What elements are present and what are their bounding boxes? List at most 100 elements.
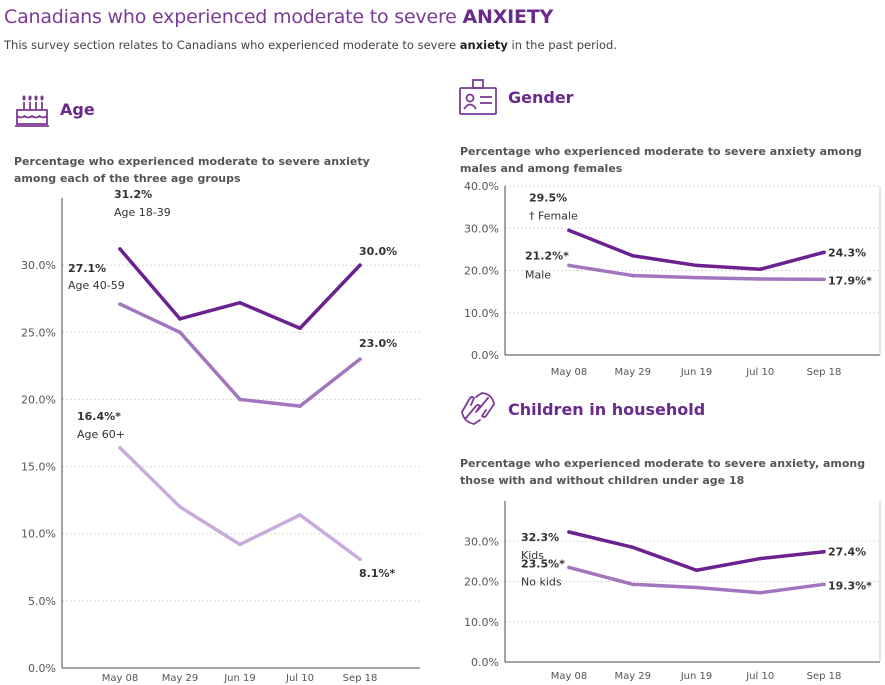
gender-section-title: Gender bbox=[508, 88, 574, 107]
data-point bbox=[631, 254, 635, 258]
birthday-cake-icon bbox=[14, 90, 50, 128]
y-tick-label: 10.0% bbox=[464, 616, 499, 629]
section-header-age: Age bbox=[14, 90, 95, 128]
x-tick-label: May 08 bbox=[551, 367, 588, 378]
id-badge-icon bbox=[458, 78, 498, 116]
data-point bbox=[758, 557, 762, 561]
page-title: Canadians who experienced moderate to se… bbox=[4, 6, 553, 28]
data-point bbox=[358, 263, 362, 267]
data-label-start: 29.5% bbox=[529, 191, 567, 204]
x-tick-label: May 29 bbox=[162, 673, 199, 684]
y-tick-label: 10.0% bbox=[21, 528, 56, 541]
children-chart-description: Percentage who experienced moderate to s… bbox=[460, 455, 870, 489]
series-line bbox=[120, 448, 360, 559]
x-tick-label: Jun 19 bbox=[680, 671, 713, 682]
series-line bbox=[120, 249, 360, 328]
gender-chart-description: Percentage who experienced moderate to s… bbox=[460, 143, 870, 177]
y-tick-label: 20.0% bbox=[464, 265, 499, 278]
x-tick-label: Jun 19 bbox=[223, 673, 256, 684]
y-tick-label: 30.0% bbox=[464, 222, 499, 235]
series-name-label: Male bbox=[525, 268, 551, 281]
x-tick-label: Sep 18 bbox=[807, 671, 842, 682]
y-tick-label: 5.0% bbox=[28, 595, 56, 608]
section-header-gender: Gender bbox=[458, 78, 574, 116]
data-point bbox=[631, 545, 635, 549]
series-name-label: Age 18-39 bbox=[114, 206, 171, 219]
data-point bbox=[695, 276, 699, 280]
subtitle-emphasis: anxiety bbox=[460, 38, 508, 52]
gender-line-chart: 0.0% 10.0% 20.0% 30.0% 40.0% May 08 May 29 Jun … bbox=[445, 180, 885, 380]
data-point bbox=[758, 267, 762, 271]
children-line-chart: 0.0% 10.0% 20.0% 30.0% May 08 May 29 Jun 19 Jul… bbox=[445, 495, 885, 685]
series-name-label: Age 60+ bbox=[77, 428, 125, 441]
subtitle-prefix: This survey section relates to Canadians… bbox=[4, 38, 460, 52]
children-section-title: Children in household bbox=[508, 400, 705, 419]
data-label-start: 16.4%* bbox=[77, 410, 121, 423]
data-label-start: 32.3% bbox=[521, 531, 559, 544]
x-tick-label: Jun 19 bbox=[680, 367, 713, 378]
y-tick-label: 0.0% bbox=[471, 349, 499, 362]
data-label-end: 24.3% bbox=[828, 246, 866, 259]
x-tick-label: Jul 10 bbox=[285, 673, 314, 684]
data-point bbox=[631, 274, 635, 278]
data-label-start: 23.5%* bbox=[521, 557, 565, 570]
data-point bbox=[567, 566, 571, 570]
data-point bbox=[631, 583, 635, 587]
series-line bbox=[569, 532, 824, 570]
x-tick-label: Sep 18 bbox=[343, 673, 378, 684]
data-point bbox=[695, 568, 699, 572]
data-point bbox=[178, 505, 182, 509]
data-point bbox=[298, 404, 302, 408]
data-point bbox=[822, 278, 826, 282]
data-point bbox=[298, 326, 302, 330]
series-line bbox=[120, 304, 360, 406]
y-tick-label: 15.0% bbox=[21, 461, 56, 474]
age-section-title: Age bbox=[60, 100, 95, 119]
data-point bbox=[358, 557, 362, 561]
age-chart-description: Percentage who experienced moderate to s… bbox=[14, 153, 409, 187]
data-point bbox=[822, 550, 826, 554]
series-name-label: † Female bbox=[529, 209, 578, 222]
y-tick-label: 40.0% bbox=[464, 180, 499, 193]
data-point bbox=[238, 301, 242, 305]
x-tick-label: May 29 bbox=[614, 367, 651, 378]
holding-hands-icon bbox=[458, 390, 498, 428]
title-emphasis: ANXIETY bbox=[463, 6, 554, 28]
data-point bbox=[822, 251, 826, 255]
data-point bbox=[758, 277, 762, 281]
y-tick-label: 30.0% bbox=[464, 535, 499, 548]
x-tick-label: May 08 bbox=[551, 671, 588, 682]
title-prefix: Canadians who experienced moderate to se… bbox=[4, 6, 463, 28]
data-point bbox=[822, 583, 826, 587]
series-line bbox=[569, 230, 824, 269]
y-tick-label: 30.0% bbox=[21, 259, 56, 272]
data-point bbox=[238, 543, 242, 547]
data-point bbox=[695, 586, 699, 590]
data-point bbox=[118, 302, 122, 306]
data-point bbox=[298, 513, 302, 517]
data-point bbox=[567, 264, 571, 268]
data-point bbox=[567, 530, 571, 534]
subtitle-suffix: in the past period. bbox=[508, 38, 617, 52]
data-label-end: 8.1%* bbox=[359, 567, 396, 580]
data-point bbox=[118, 247, 122, 251]
age-line-chart: 0.0% 5.0% 10.0% 15.0% 20.0% 25.0% 30.0% May 08 M… bbox=[0, 190, 430, 685]
data-label-end: 30.0% bbox=[359, 245, 397, 258]
y-tick-label: 10.0% bbox=[464, 307, 499, 320]
data-point bbox=[178, 330, 182, 334]
page-subtitle: This survey section relates to Canadians… bbox=[4, 38, 617, 52]
data-label-end: 19.3%* bbox=[828, 579, 872, 592]
x-tick-label: Sep 18 bbox=[807, 367, 842, 378]
data-label-start: 21.2%* bbox=[525, 249, 569, 262]
data-label-end: 23.0% bbox=[359, 337, 397, 350]
y-tick-label: 0.0% bbox=[471, 656, 499, 669]
series-name-label: No kids bbox=[521, 575, 562, 588]
data-point bbox=[238, 398, 242, 402]
x-tick-label: Jul 10 bbox=[745, 367, 774, 378]
series-name-label: Age 40-59 bbox=[68, 279, 125, 292]
data-label-end: 27.4% bbox=[828, 546, 866, 559]
y-tick-label: 25.0% bbox=[21, 326, 56, 339]
y-tick-label: 20.0% bbox=[21, 393, 56, 406]
x-tick-label: May 29 bbox=[614, 671, 651, 682]
data-label-start: 27.1% bbox=[68, 262, 106, 275]
